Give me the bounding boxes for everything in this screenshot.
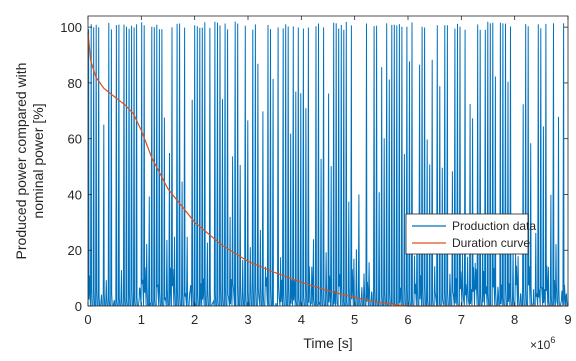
y-tick-label: 100 bbox=[60, 20, 82, 35]
legend: Production data Duration curve bbox=[405, 213, 536, 255]
series-duration-curve bbox=[87, 32, 563, 307]
y-tick-label: 40 bbox=[68, 187, 82, 202]
x-tick-label: 5 bbox=[351, 312, 358, 327]
x-tick-label: 1 bbox=[138, 312, 145, 327]
x-tick-label: 9 bbox=[564, 312, 571, 327]
x-tick-label: 8 bbox=[511, 312, 518, 327]
y-tick-label: 0 bbox=[75, 299, 82, 314]
legend-box bbox=[405, 213, 529, 255]
y-tick-label: 20 bbox=[68, 243, 82, 258]
x-tick-label: 3 bbox=[244, 312, 251, 327]
y-tick-label: 60 bbox=[68, 132, 82, 147]
x-tick-label: 7 bbox=[458, 312, 465, 327]
y-axis-label-line-1: Produced power compared with bbox=[13, 63, 29, 260]
legend-label: Duration curve bbox=[452, 236, 530, 250]
x-axis-exponent-base: ×10 bbox=[530, 338, 551, 352]
x-axis-exponent-power: 6 bbox=[550, 335, 555, 345]
axes-box bbox=[87, 15, 569, 307]
x-tick-label: 0 bbox=[84, 312, 91, 327]
axis-labels: Produced power compared with nominal pow… bbox=[13, 63, 555, 352]
x-axis-label: Time [s] bbox=[303, 335, 352, 351]
legend-label: Production data bbox=[452, 219, 536, 233]
axes: 0 1 2 3 4 5 6 7 8 9 0 20 40 60 80 100 bbox=[60, 15, 572, 327]
x-tick-label: 4 bbox=[298, 312, 305, 327]
y-tick-label: 80 bbox=[68, 76, 82, 91]
x-tick-label: 6 bbox=[404, 312, 411, 327]
plot-area bbox=[87, 16, 568, 307]
x-tick-label: 2 bbox=[191, 312, 198, 327]
y-axis-label-line-2: nominal power [%] bbox=[30, 103, 46, 218]
x-axis-exponent: ×106 bbox=[530, 335, 555, 352]
series-production-data bbox=[88, 21, 568, 306]
